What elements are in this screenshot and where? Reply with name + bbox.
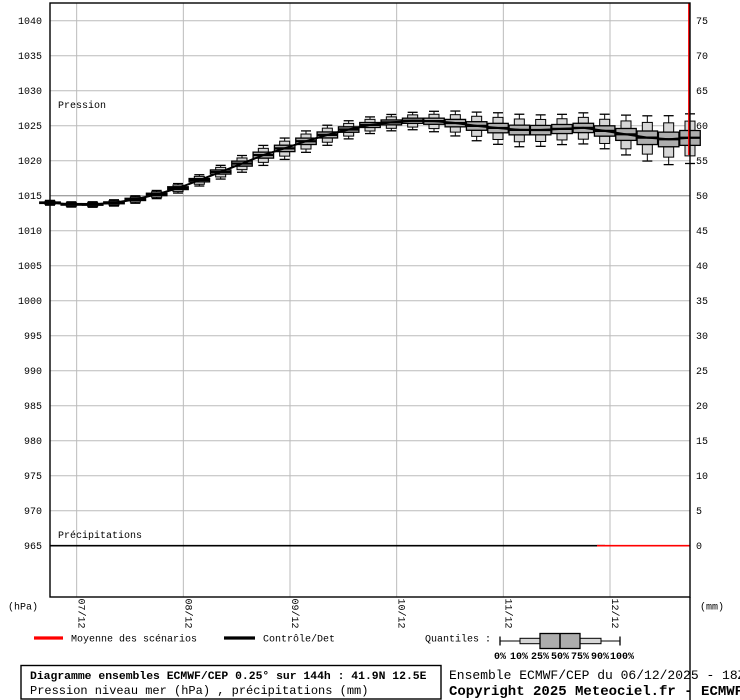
- svg-text:Moyenne des scénarios: Moyenne des scénarios: [71, 634, 197, 646]
- svg-text:50: 50: [696, 192, 708, 203]
- svg-text:11/12: 11/12: [501, 599, 513, 629]
- svg-text:0: 0: [696, 542, 702, 553]
- svg-text:970: 970: [24, 507, 42, 518]
- svg-text:(mm): (mm): [700, 602, 724, 614]
- svg-text:70: 70: [696, 52, 708, 63]
- svg-text:1035: 1035: [18, 52, 42, 63]
- svg-text:90%: 90%: [591, 652, 609, 663]
- svg-text:1010: 1010: [18, 227, 42, 238]
- svg-text:965: 965: [24, 542, 42, 553]
- svg-text:985: 985: [24, 402, 42, 413]
- svg-text:1025: 1025: [18, 122, 42, 133]
- svg-text:75%: 75%: [571, 652, 589, 663]
- svg-text:45: 45: [696, 227, 708, 238]
- svg-text:1005: 1005: [18, 262, 42, 273]
- svg-text:10%: 10%: [510, 652, 528, 663]
- svg-text:60: 60: [696, 122, 708, 133]
- svg-text:Pression niveau mer (hPa) , pr: Pression niveau mer (hPa) , précipitatio…: [30, 684, 368, 698]
- svg-text:Diagramme ensembles ECMWF/CEP: Diagramme ensembles ECMWF/CEP 0.25° sur …: [30, 671, 427, 683]
- svg-text:1040: 1040: [18, 17, 42, 28]
- svg-text:12/12: 12/12: [608, 599, 620, 629]
- svg-text:Précipitations: Précipitations: [58, 530, 142, 542]
- svg-text:Contrôle/Det: Contrôle/Det: [263, 634, 335, 646]
- svg-text:Pression: Pression: [58, 100, 106, 112]
- svg-text:25: 25: [696, 367, 708, 378]
- svg-text:995: 995: [24, 332, 42, 343]
- svg-text:0%: 0%: [494, 652, 506, 663]
- svg-text:975: 975: [24, 472, 42, 483]
- svg-text:100%: 100%: [610, 652, 634, 663]
- svg-text:75: 75: [696, 17, 708, 28]
- svg-text:65: 65: [696, 87, 708, 98]
- svg-text:980: 980: [24, 437, 42, 448]
- svg-text:Copyright 2025 Meteociel.fr -: Copyright 2025 Meteociel.fr - ECMWF: [449, 684, 740, 700]
- svg-text:1020: 1020: [18, 157, 42, 168]
- svg-text:10/12: 10/12: [395, 599, 407, 629]
- svg-text:Quantiles :: Quantiles :: [425, 634, 491, 646]
- svg-text:1000: 1000: [18, 297, 42, 308]
- svg-text:09/12: 09/12: [288, 599, 300, 629]
- svg-text:1015: 1015: [18, 192, 42, 203]
- svg-text:990: 990: [24, 367, 42, 378]
- svg-text:10: 10: [696, 472, 708, 483]
- svg-text:1030: 1030: [18, 87, 42, 98]
- svg-text:08/12: 08/12: [181, 599, 193, 629]
- svg-text:5: 5: [696, 507, 702, 518]
- svg-text:55: 55: [696, 157, 708, 168]
- svg-text:07/12: 07/12: [75, 599, 87, 629]
- svg-text:(hPa): (hPa): [8, 602, 38, 614]
- svg-text:40: 40: [696, 262, 708, 273]
- svg-text:Ensemble ECMWF/CEP du 06/12/20: Ensemble ECMWF/CEP du 06/12/2025 - 18Z: [449, 668, 740, 683]
- svg-text:30: 30: [696, 332, 708, 343]
- svg-text:25%: 25%: [531, 652, 549, 663]
- svg-text:50%: 50%: [551, 652, 569, 663]
- svg-text:15: 15: [696, 437, 708, 448]
- svg-text:35: 35: [696, 297, 708, 308]
- svg-text:20: 20: [696, 402, 708, 413]
